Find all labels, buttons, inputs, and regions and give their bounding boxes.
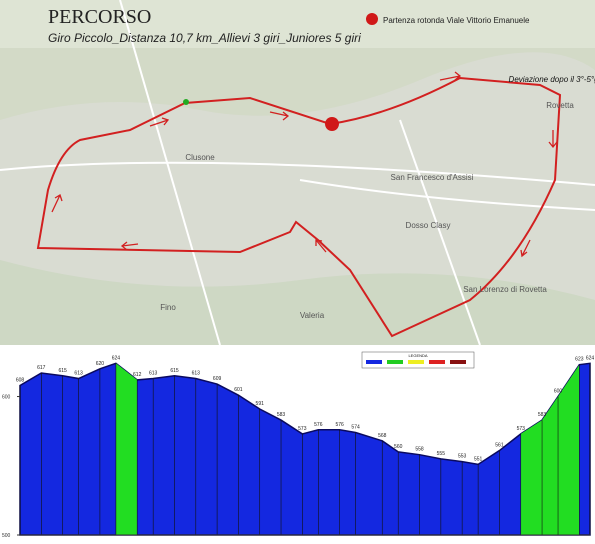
- route-arrows: [51, 71, 558, 258]
- elevation-label: 608: [16, 377, 25, 383]
- subtitle: Giro Piccolo_Distanza 10,7 km_Allievi 3 …: [48, 31, 361, 45]
- elevation-label: 612: [133, 372, 142, 378]
- legend-swatch: [429, 360, 445, 364]
- route: [36, 76, 562, 338]
- place-label: Valeria: [300, 311, 325, 320]
- place-label: Clusone: [185, 153, 215, 162]
- elevation-label: 574: [351, 425, 360, 431]
- legend-swatch: [408, 360, 424, 364]
- y-tick-label: 500: [2, 533, 11, 539]
- legend-swatch: [450, 360, 466, 364]
- elevation-label: 600: [554, 389, 563, 395]
- elevation-label: 576: [335, 422, 344, 428]
- elevation-label: 568: [378, 433, 387, 439]
- steep-section: [115, 363, 138, 535]
- elevation-label: 560: [394, 444, 403, 450]
- elevation-label: 613: [149, 371, 158, 377]
- roads: [0, 0, 595, 346]
- elevation-label: 617: [37, 365, 46, 371]
- elevation-label: 609: [213, 376, 222, 382]
- map-area: [0, 0, 595, 120]
- elevation-label: 613: [192, 371, 201, 377]
- steep-section: [520, 364, 580, 535]
- elevation-label: 623: [575, 357, 584, 363]
- legend-title: LEGENDA: [408, 353, 427, 358]
- elevation-label: 551: [474, 456, 483, 462]
- elevation-label: 615: [170, 368, 179, 374]
- elevation-label: 583: [277, 412, 286, 418]
- route-point: [183, 99, 189, 105]
- elevation-label: 555: [437, 451, 446, 457]
- y-tick-label: 600: [2, 395, 11, 401]
- place-label: San Lorenzo di Rovetta: [463, 285, 547, 294]
- elevation-label: 601: [234, 387, 243, 393]
- title: PERCORSO: [48, 6, 151, 28]
- place-label: Rovetta: [546, 101, 574, 110]
- place-label: Dosso Clasy: [406, 221, 451, 230]
- elevation-label: 591: [256, 401, 265, 407]
- elevation-label: 624: [586, 355, 595, 361]
- legend-marker: [366, 13, 378, 25]
- elevation-label: 624: [112, 355, 121, 361]
- elevation-label: 576: [314, 422, 323, 428]
- elevation-label: 615: [58, 368, 67, 374]
- elevation-label: 558: [415, 447, 424, 453]
- place-label: San Francesco d'Assisi: [391, 173, 474, 182]
- start-marker: [325, 117, 339, 131]
- elevation-label: 553: [458, 454, 467, 460]
- legend-swatch: [366, 360, 382, 364]
- elevation-label: 573: [298, 426, 307, 432]
- map-area: [0, 260, 595, 345]
- elevation-label: 583: [538, 412, 547, 418]
- detour-note: Deviazione dopo il 3°-5°giro: [509, 75, 595, 84]
- elevation-label: 573: [517, 426, 526, 432]
- place-label: Fino: [160, 303, 176, 312]
- elevation-label: 620: [96, 361, 105, 367]
- legend-swatch: [387, 360, 403, 364]
- legend-text: Partenza rotonda Viale Vittorio Emanuele: [383, 16, 530, 25]
- elevation-label: 561: [495, 443, 504, 449]
- elevation-label: 613: [74, 371, 83, 377]
